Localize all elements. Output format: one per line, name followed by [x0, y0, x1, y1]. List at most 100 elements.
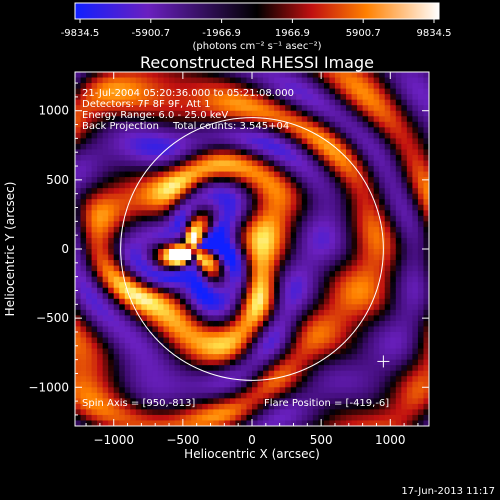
heatmap-cell	[224, 193, 231, 200]
heatmap-cell	[312, 282, 319, 289]
heatmap-cell	[196, 343, 203, 350]
heatmap-cell	[146, 249, 154, 256]
heatmap-cell	[75, 94, 82, 101]
heatmap-cell	[263, 414, 270, 422]
heatmap-cell	[146, 193, 154, 200]
heatmap-cell	[412, 359, 419, 366]
heatmap-cell	[296, 132, 303, 139]
heatmap-cell	[318, 143, 325, 151]
chart-title: Reconstructed RHESSI Image	[140, 53, 374, 72]
heatmap-cell	[362, 88, 369, 95]
heatmap-cell	[279, 381, 286, 388]
heatmap-cell	[152, 381, 159, 388]
heatmap-cell	[218, 282, 225, 289]
heatmap-cell	[130, 221, 137, 228]
heatmap-cell	[401, 99, 408, 106]
heatmap-cell	[329, 365, 336, 372]
heatmap-cell	[240, 260, 248, 267]
heatmap-cell	[379, 72, 386, 79]
heatmap-cell	[169, 177, 176, 184]
heatmap-cell	[152, 83, 159, 90]
heatmap-cell	[290, 376, 297, 383]
heatmap-cell	[395, 204, 402, 211]
heatmap-cell	[346, 226, 353, 234]
heatmap-cell	[135, 276, 142, 283]
heatmap-cell	[113, 287, 120, 294]
heatmap-cell	[362, 276, 369, 283]
heatmap-cell	[80, 365, 87, 372]
heatmap-cell	[141, 398, 148, 405]
colorbar-gradient	[74, 2, 440, 20]
heatmap-cell	[290, 326, 297, 333]
heatmap-cell	[301, 188, 308, 195]
heatmap-cell	[202, 315, 209, 322]
heatmap-cell	[91, 331, 98, 339]
heatmap-cell	[340, 265, 347, 272]
heatmap-cell	[373, 132, 380, 139]
heatmap-cell	[174, 348, 181, 355]
heatmap-cell	[113, 154, 120, 162]
heatmap-cell	[174, 420, 181, 426]
heatmap-cell	[196, 271, 203, 278]
heatmap-cell	[113, 387, 120, 394]
heatmap-cell	[224, 304, 231, 311]
heatmap-cell	[329, 381, 336, 388]
heatmap-cell	[169, 221, 176, 228]
heatmap-cell	[124, 99, 131, 106]
heatmap-cell	[135, 398, 142, 405]
heatmap-cell	[91, 287, 98, 294]
heatmap-cell	[130, 309, 137, 316]
heatmap-cell	[213, 182, 220, 189]
heatmap-cell	[185, 359, 192, 366]
heatmap-cell	[141, 343, 148, 350]
heatmap-cell	[185, 160, 192, 167]
heatmap-cell	[357, 326, 364, 333]
heatmap-cell	[146, 166, 154, 173]
heatmap-cell	[351, 260, 358, 267]
heatmap-cell	[417, 370, 425, 377]
heatmap-cell	[224, 398, 231, 405]
heatmap-cell	[351, 210, 358, 217]
heatmap-cell	[91, 243, 98, 250]
heatmap-cell	[412, 226, 419, 234]
heatmap-cell	[290, 309, 297, 316]
heatmap-cell	[163, 94, 170, 101]
heatmap-cell	[323, 260, 331, 267]
heatmap-cell	[152, 298, 159, 305]
heatmap-cell	[130, 370, 137, 377]
heatmap-cell	[423, 72, 429, 79]
heatmap-cell	[124, 77, 131, 84]
heatmap-cell	[185, 309, 192, 316]
heatmap-cell	[368, 221, 375, 228]
heatmap-cell	[329, 420, 336, 426]
heatmap-cell	[146, 420, 154, 426]
heatmap-cell	[252, 210, 259, 217]
heatmap-cell	[113, 116, 120, 123]
heatmap-cell	[91, 304, 98, 311]
heatmap-cell	[329, 348, 336, 355]
y-tick-label: −1000	[28, 380, 69, 394]
heatmap-cell	[307, 127, 314, 134]
heatmap-cell	[157, 398, 165, 405]
heatmap-cell	[108, 260, 115, 267]
heatmap-cell	[218, 110, 225, 117]
heatmap-cell	[202, 414, 209, 422]
heatmap-cell	[246, 370, 253, 377]
heatmap-cell	[417, 348, 425, 355]
heatmap-cell	[102, 354, 109, 361]
heatmap-cell	[290, 221, 297, 228]
heatmap-cell	[141, 143, 148, 151]
heatmap-cell	[346, 177, 353, 184]
heatmap-cell	[213, 420, 220, 426]
heatmap-cell	[373, 354, 380, 361]
heatmap-cell	[240, 182, 248, 189]
heatmap-cell	[246, 138, 253, 145]
heatmap-cell	[395, 370, 402, 377]
heatmap-cell	[257, 365, 264, 372]
heatmap-cell	[146, 271, 154, 278]
heatmap-cell	[268, 72, 275, 79]
heatmap-cell	[357, 232, 364, 239]
heatmap-cell	[279, 315, 286, 322]
heatmap-cell	[141, 154, 148, 162]
heatmap-cell	[290, 99, 297, 106]
